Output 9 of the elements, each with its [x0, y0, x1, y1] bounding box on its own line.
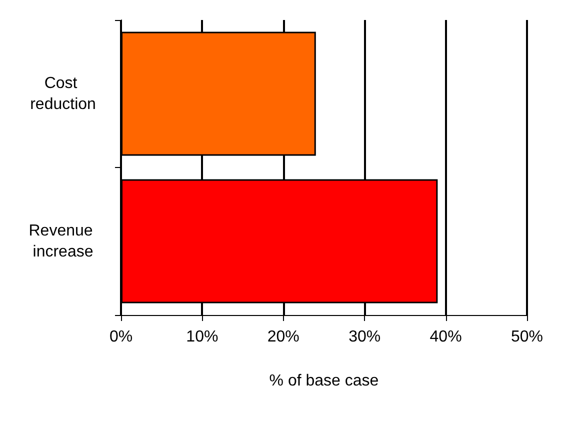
x-tick-label: 0%: [109, 328, 133, 346]
x-tick-label: 20%: [267, 328, 300, 346]
x-tick-label: 10%: [186, 328, 218, 346]
x-axis-title: % of base case: [269, 372, 379, 390]
x-tick-label: 30%: [348, 328, 381, 346]
y-tick-label: Cost reduction: [30, 74, 96, 113]
x-tick-label: 50%: [510, 328, 544, 346]
x-tick-label: 40%: [430, 328, 462, 346]
y-tick-label: Revenue increase: [28, 222, 98, 260]
